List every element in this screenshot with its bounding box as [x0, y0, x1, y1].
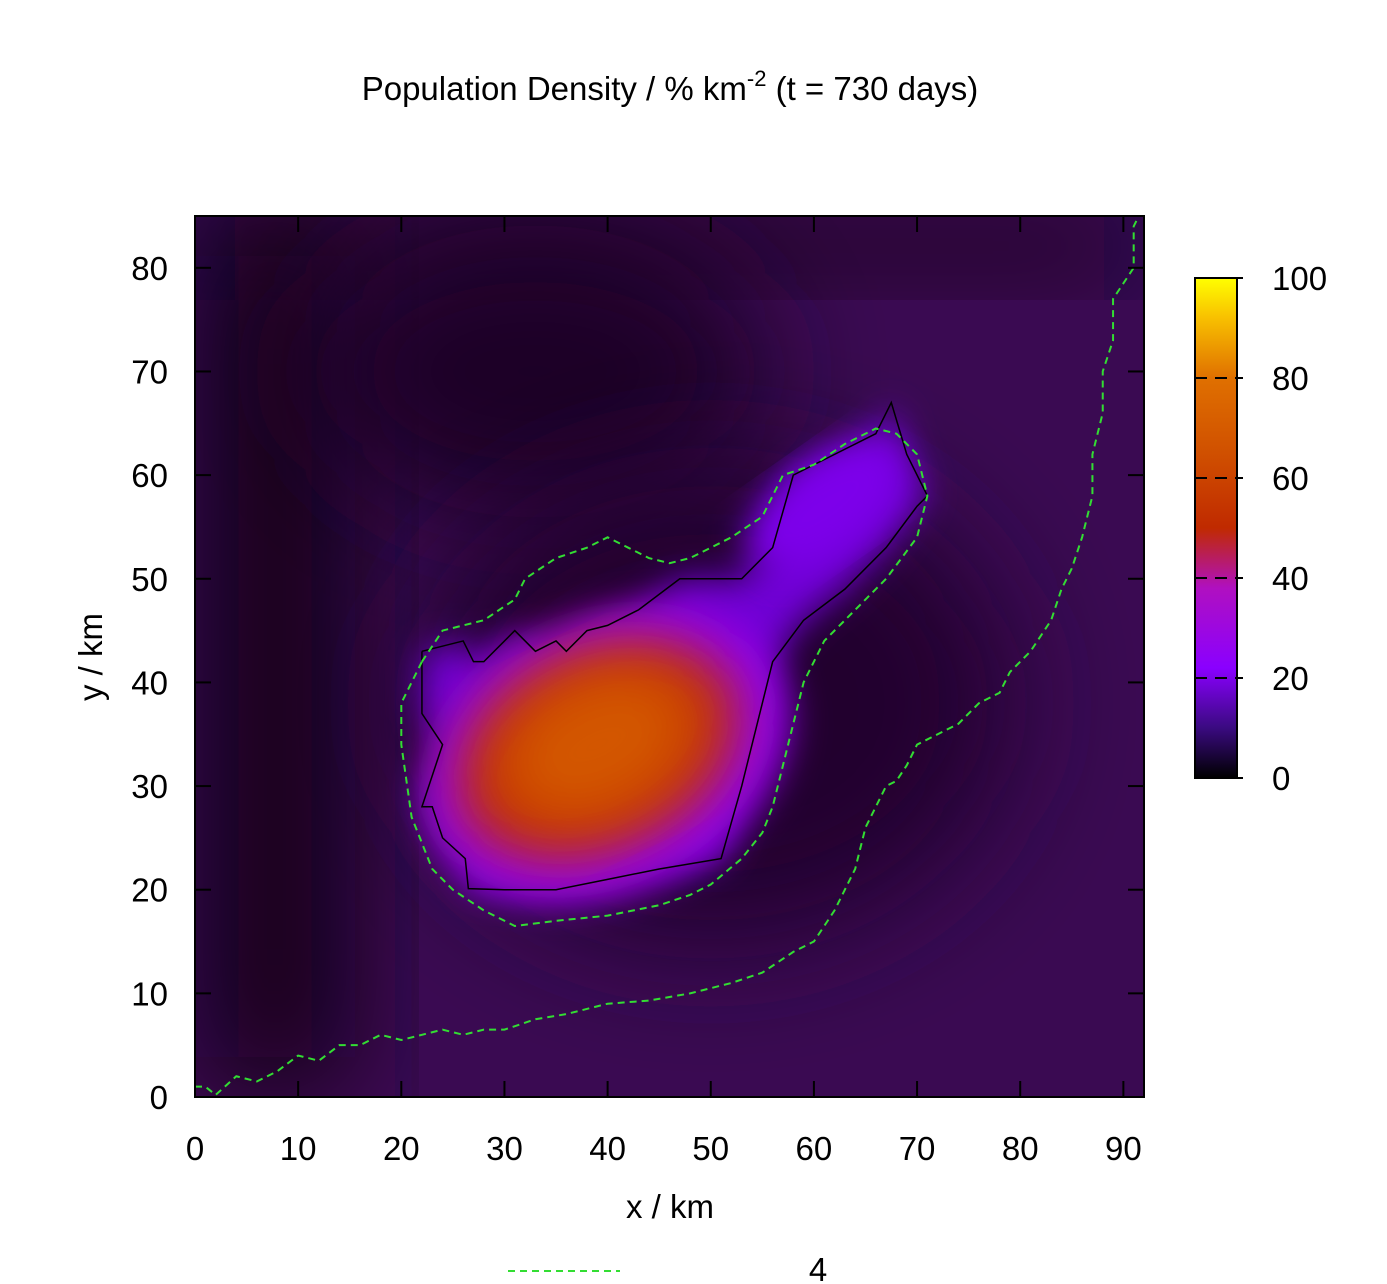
y-axis-label: y / km [72, 613, 109, 701]
contour-line-4-1 [400, 427, 929, 928]
y-tick-label: 80 [131, 250, 168, 287]
x-tick-label: 60 [796, 1130, 833, 1167]
y-tick-label: 50 [131, 561, 168, 598]
x-tick-label: 20 [383, 1130, 420, 1167]
y-tick-label: 20 [131, 872, 168, 909]
x-tick-label: 50 [692, 1130, 729, 1167]
x-axis-label: x / km [626, 1188, 714, 1225]
colorbar-tick-label: 80 [1272, 360, 1309, 397]
y-tick-label: 0 [150, 1079, 168, 1116]
chart-title: Population Density / % km-2 (t = 730 day… [362, 66, 979, 107]
x-tick-label: 10 [280, 1130, 317, 1167]
plot-frame [194, 215, 1145, 1098]
x-tick-label: 90 [1105, 1130, 1142, 1167]
x-tick-label: 0 [186, 1130, 204, 1167]
x-tick-label: 40 [589, 1130, 626, 1167]
heatmap-peak [497, 665, 698, 824]
colorbar [1194, 277, 1238, 779]
colorbar-tick-label: 40 [1272, 560, 1309, 597]
boundary-outline [420, 400, 929, 891]
y-tick-label: 40 [131, 664, 168, 701]
x-tick-label: 70 [899, 1130, 936, 1167]
legend-label: 4 [809, 1251, 827, 1284]
x-tick-label: 30 [486, 1130, 523, 1167]
y-tick-label: 10 [131, 975, 168, 1012]
y-tick-label: 60 [131, 457, 168, 494]
colorbar-tick-label: 60 [1272, 460, 1309, 497]
colorbar-tick-label: 0 [1272, 760, 1290, 797]
y-tick-label: 70 [131, 353, 168, 390]
chart-title-main: Population Density / % km [362, 70, 747, 107]
heatmap-dark-upper [305, 221, 766, 522]
colorbar-tick-label: 20 [1272, 660, 1309, 697]
contour-line-4-2 [195, 216, 1140, 1097]
heatmap-lobe [746, 442, 903, 570]
x-tick-label: 80 [1002, 1130, 1039, 1167]
chart-title-suffix: (t = 730 days) [766, 70, 978, 107]
colorbar-tick-label: 100 [1272, 260, 1327, 297]
y-tick-label: 30 [131, 768, 168, 805]
chart-title-superscript: -2 [747, 66, 767, 91]
heatmap [195, 216, 1144, 1097]
